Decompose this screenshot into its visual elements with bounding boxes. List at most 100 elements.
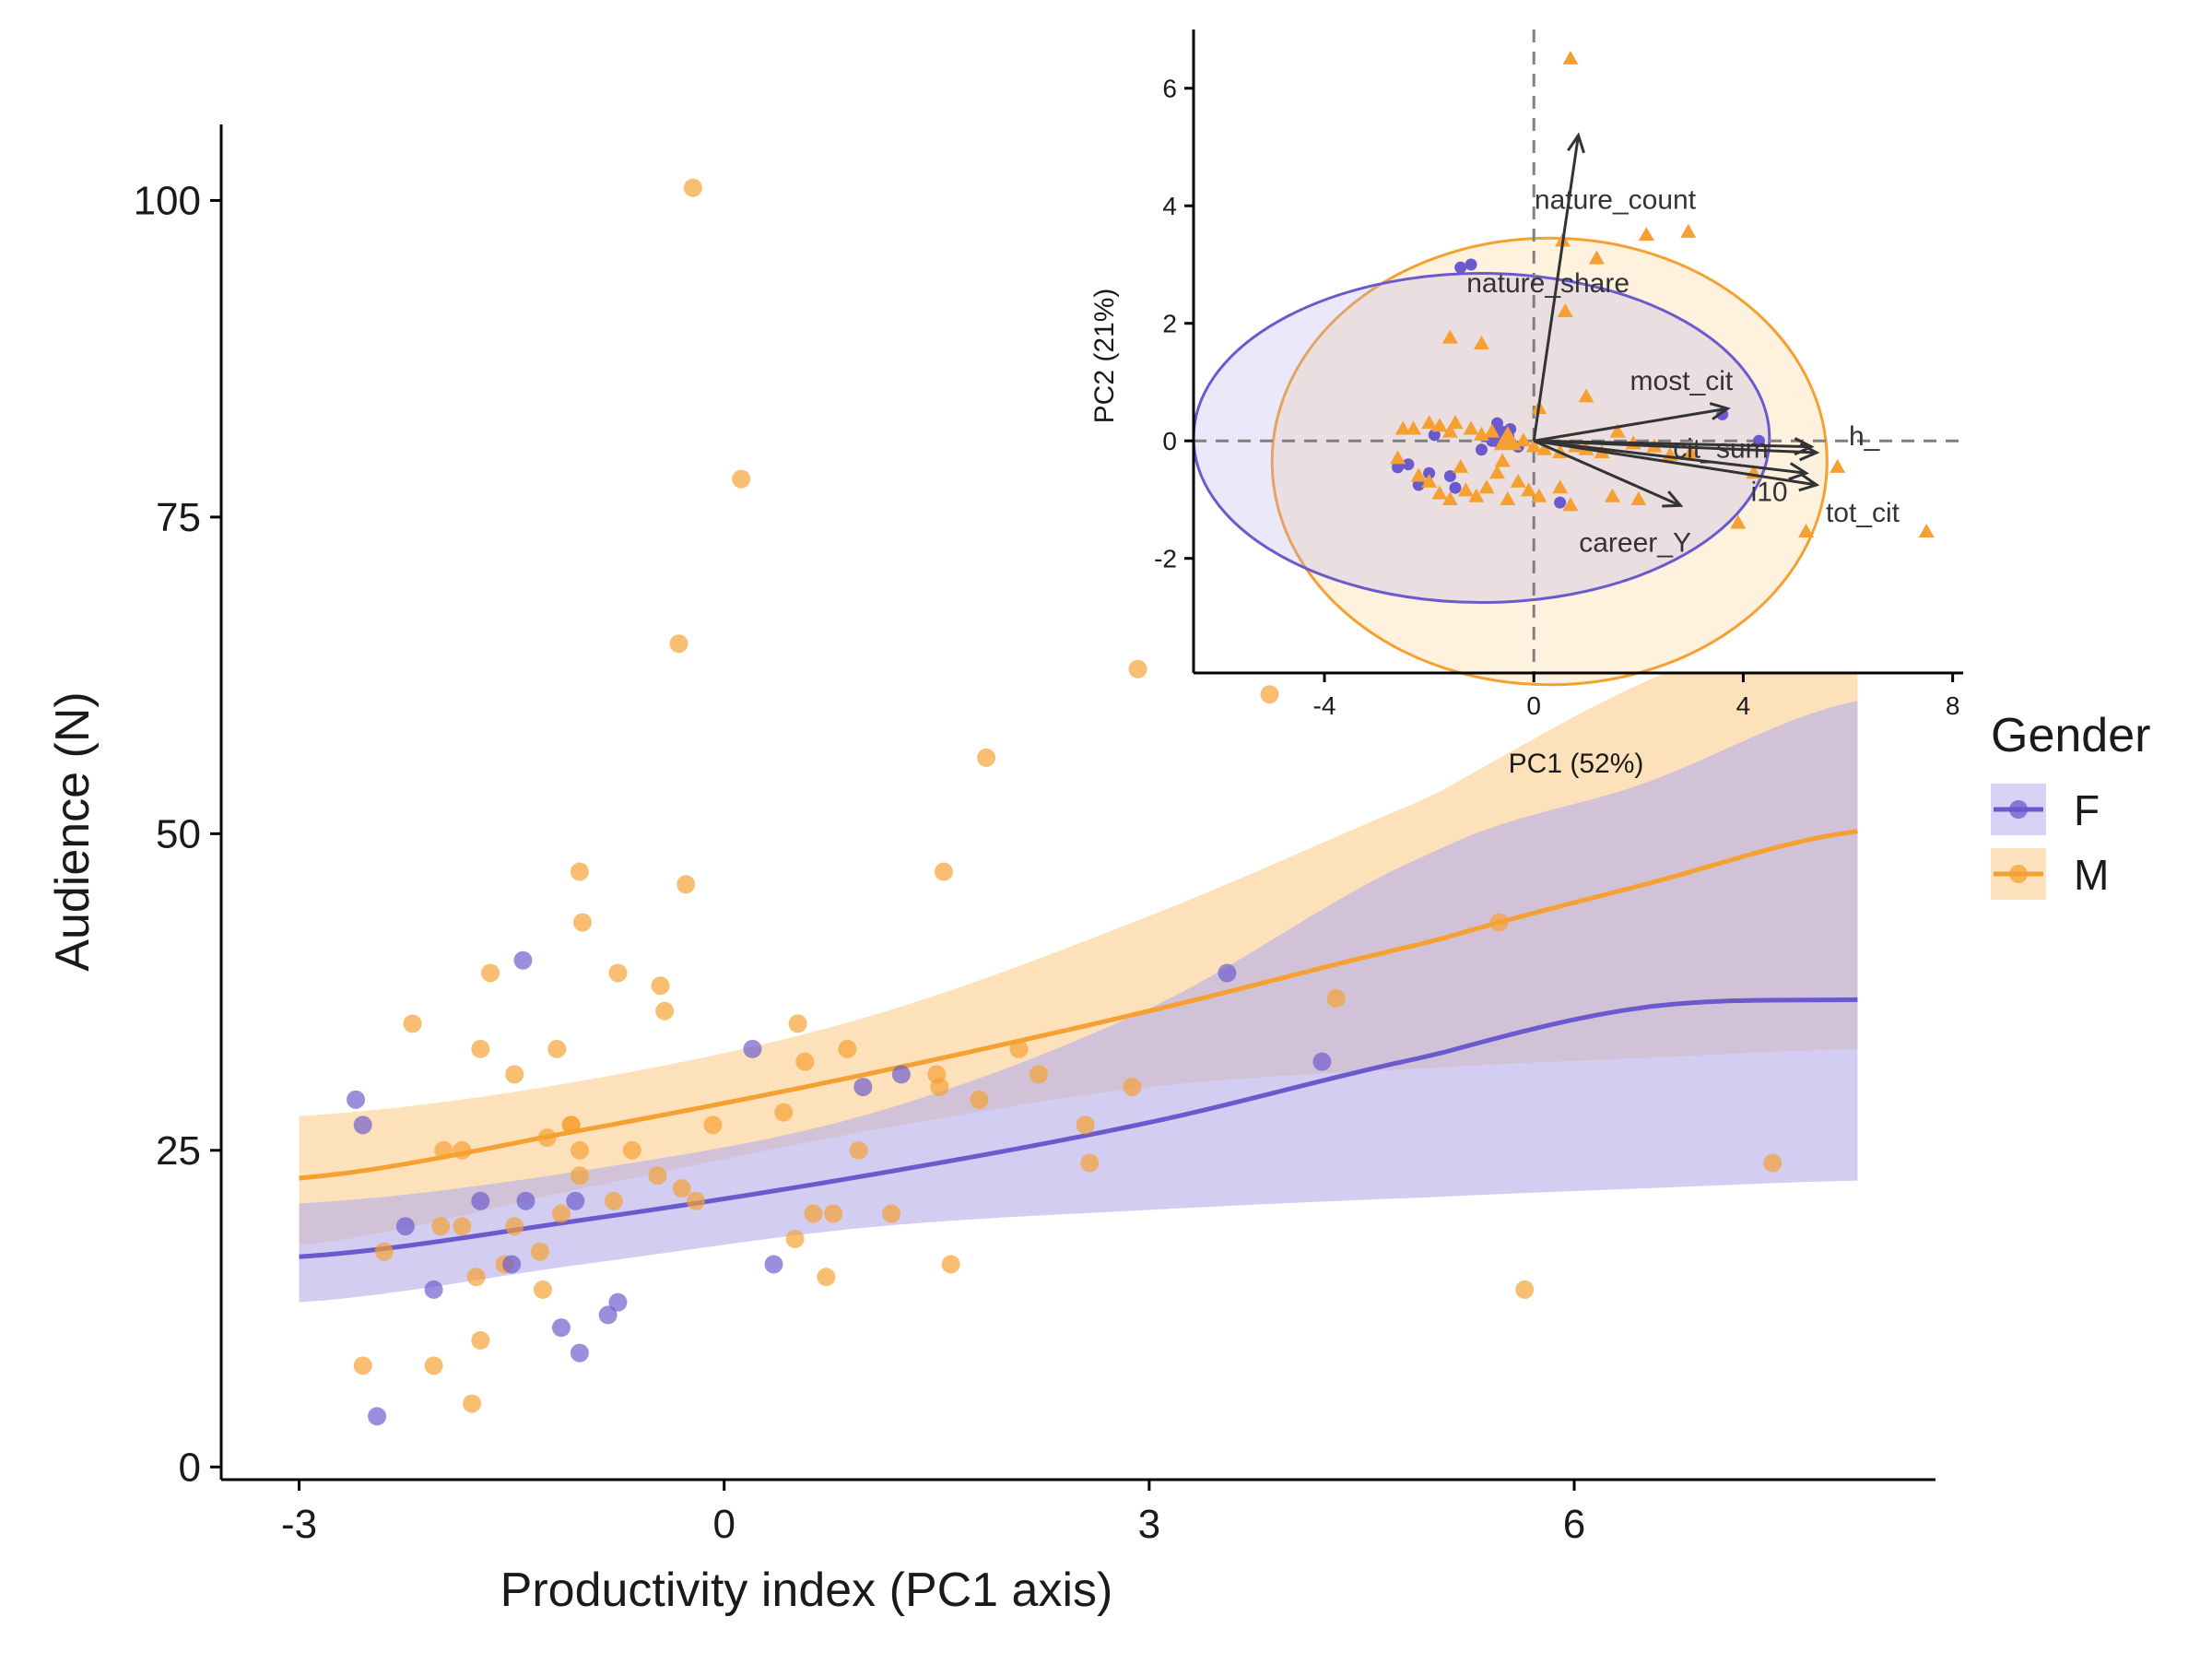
inset-point-m (1463, 420, 1479, 435)
inset-y-tick-label: 4 (1162, 192, 1177, 220)
data-point-m (788, 1014, 807, 1033)
data-point-m (970, 1090, 989, 1109)
data-point-f (368, 1407, 387, 1426)
data-point-f (598, 1305, 618, 1325)
data-point-m (672, 1179, 691, 1198)
inset-point-m (1441, 490, 1458, 505)
inset-point-m (1578, 388, 1594, 403)
inset-point-m (1473, 336, 1489, 350)
data-point-m (453, 1140, 472, 1160)
inset-point-m (1525, 438, 1542, 453)
data-point-m (1123, 1078, 1142, 1097)
inset-point-f (1752, 434, 1765, 447)
inset-x-tick-label: 8 (1946, 691, 1960, 720)
data-point-f (891, 1065, 911, 1084)
loading-arrowhead-i10 (1788, 462, 1810, 481)
data-point-f (471, 1191, 490, 1210)
inset-point-f (1423, 466, 1436, 479)
inset-y-tick-label: 2 (1162, 310, 1177, 338)
data-point-m (1080, 1153, 1100, 1173)
inset-point-m (1515, 432, 1532, 447)
data-point-m (604, 1191, 623, 1210)
data-point-f (513, 950, 533, 970)
inset-point-m (1431, 485, 1448, 500)
confidence-ellipse-m (1270, 236, 1829, 687)
inset-point-m (1830, 458, 1846, 473)
data-point-m (424, 1356, 443, 1375)
loading-label-career_Y: career_Y (1579, 527, 1691, 558)
main-y-tick-label: 50 (156, 811, 201, 856)
main-y-tick-label: 75 (156, 495, 201, 540)
inset-point-m (1478, 479, 1495, 494)
inset-point-m (1468, 488, 1485, 502)
inset-point-m (1638, 227, 1654, 242)
data-point-m (561, 1115, 581, 1135)
inset-point-m (1421, 415, 1438, 430)
inset-y-axis-label: PC2 (21%) (1089, 289, 1120, 424)
trend-lines (299, 829, 1858, 1259)
data-point-m (471, 1039, 490, 1058)
main-axes: -3 0 3 6 0 25 50 75 100 (134, 124, 1936, 1547)
legend-label-f: F (2074, 786, 2100, 834)
main-x-tick-label: 3 (1138, 1502, 1160, 1547)
data-point-m (669, 634, 688, 654)
data-point-m (804, 1204, 823, 1223)
main-y-tick-label: 100 (134, 178, 201, 223)
data-point-m (403, 1014, 422, 1033)
inset-point-m (1680, 223, 1697, 238)
inset-point-m (1431, 418, 1448, 432)
data-point-m (882, 1204, 901, 1223)
data-point-m (622, 1140, 641, 1160)
inset-x-tick-label: 4 (1736, 691, 1751, 720)
loading-arrowhead-tot_cit (1798, 473, 1820, 492)
inset-point-m (1562, 50, 1579, 65)
inset-point-m (1683, 443, 1700, 458)
main-x-tick-label: 6 (1563, 1502, 1585, 1547)
inset-point-f (1554, 496, 1567, 509)
data-point-m (1489, 913, 1509, 932)
confidence-band-f (299, 701, 1858, 1303)
data-point-m (683, 178, 702, 197)
loading-label-i10: i10 (1751, 477, 1788, 507)
loading-label-h_: h_ (1849, 421, 1881, 452)
loading-arrow-nature_count (1532, 135, 1580, 442)
main-x-tick-label: -3 (281, 1502, 317, 1547)
data-point-m (1029, 1065, 1048, 1084)
data-point-m (1763, 1153, 1783, 1173)
inset-background (1191, 28, 1971, 673)
inset-centroid-m (1493, 426, 1522, 451)
data-point-m (434, 1140, 453, 1160)
data-point-m (353, 1356, 372, 1375)
data-point-f (502, 1255, 522, 1274)
data-point-m (838, 1039, 857, 1058)
data-point-f (395, 1217, 415, 1236)
inset-point-f (1465, 258, 1477, 271)
inset-point-f (1443, 469, 1456, 482)
inset-point-f (1428, 429, 1441, 442)
loading-label-nature_count: nature_count (1535, 185, 1697, 216)
inset-point-m (1394, 420, 1411, 435)
data-point-m (774, 1103, 794, 1122)
inset-point-m (1484, 423, 1500, 438)
data-point-m (648, 1166, 667, 1186)
data-point-f (1312, 1052, 1332, 1071)
loading-label-most_cit: most_cit (1630, 366, 1734, 396)
data-point-m (677, 875, 696, 894)
data-point-m (505, 1217, 524, 1236)
inset-x-tick-label: 0 (1526, 691, 1541, 720)
inset-point-f (1402, 458, 1415, 471)
loading-label-tot_cit: tot_cit (1826, 498, 1900, 528)
data-point-m (977, 748, 996, 767)
data-point-m (572, 913, 592, 932)
data-point-m (1076, 1115, 1095, 1135)
data-point-m (530, 1242, 549, 1261)
inset-axes: -4 0 4 8 -2 0 2 4 6 (1154, 30, 1963, 720)
loading-label-nature_share: nature_share (1466, 268, 1630, 299)
inset-loading-arrows: nature_count nature_share most_cit h_ tot_ci… (1466, 132, 1900, 558)
data-point-m (471, 1330, 490, 1350)
main-y-axis-label: Audience (N) (46, 691, 100, 971)
inset-point-f (1392, 461, 1405, 474)
inset-point-m (1500, 490, 1516, 505)
